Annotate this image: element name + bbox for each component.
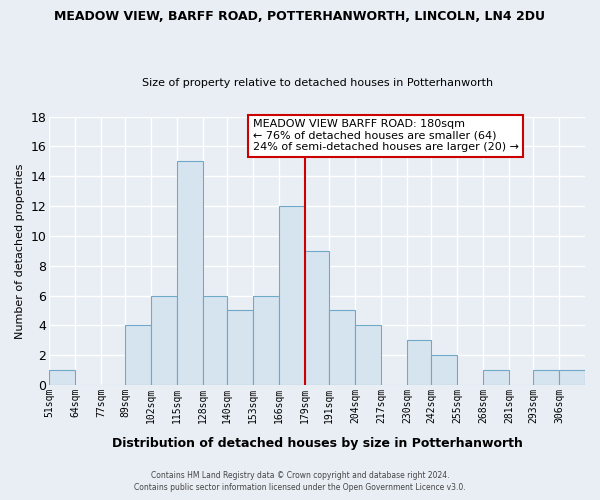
X-axis label: Distribution of detached houses by size in Potterhanworth: Distribution of detached houses by size … <box>112 437 523 450</box>
Bar <box>177 162 203 385</box>
Bar <box>125 326 151 385</box>
Bar <box>329 310 355 385</box>
Text: MEADOW VIEW BARFF ROAD: 180sqm
← 76% of detached houses are smaller (64)
24% of : MEADOW VIEW BARFF ROAD: 180sqm ← 76% of … <box>253 119 519 152</box>
Bar <box>431 355 457 385</box>
Bar <box>355 326 381 385</box>
Bar <box>49 370 75 385</box>
Bar <box>533 370 559 385</box>
Bar <box>151 296 177 385</box>
Bar <box>407 340 431 385</box>
Bar <box>305 251 329 385</box>
Bar <box>559 370 585 385</box>
Bar <box>253 296 279 385</box>
Title: Size of property relative to detached houses in Potterhanworth: Size of property relative to detached ho… <box>142 78 493 88</box>
Bar <box>203 296 227 385</box>
Bar <box>483 370 509 385</box>
Bar <box>227 310 253 385</box>
Text: MEADOW VIEW, BARFF ROAD, POTTERHANWORTH, LINCOLN, LN4 2DU: MEADOW VIEW, BARFF ROAD, POTTERHANWORTH,… <box>55 10 545 23</box>
Y-axis label: Number of detached properties: Number of detached properties <box>15 163 25 338</box>
Bar <box>279 206 305 385</box>
Text: Contains HM Land Registry data © Crown copyright and database right 2024.
Contai: Contains HM Land Registry data © Crown c… <box>134 471 466 492</box>
